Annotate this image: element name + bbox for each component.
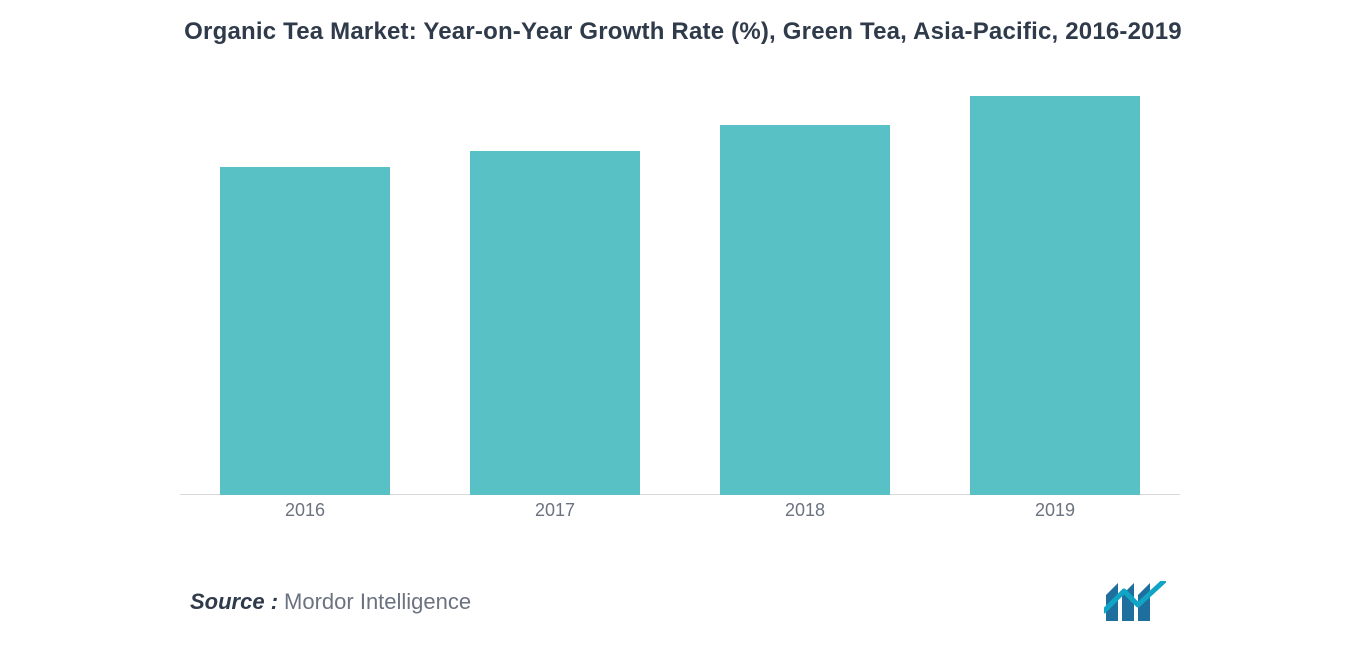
x-axis-label: 2018: [680, 500, 930, 521]
bar-slot: [930, 96, 1180, 495]
bar-slot: [680, 125, 930, 495]
bar-slot: [180, 167, 430, 495]
bar-2017: [470, 151, 640, 495]
mordor-logo-icon: [1104, 581, 1166, 621]
bar-slot: [430, 151, 680, 495]
bar-2019: [970, 96, 1140, 495]
chart-title: Organic Tea Market: Year-on-Year Growth …: [0, 18, 1366, 46]
x-axis-label: 2016: [180, 500, 430, 521]
bar-2016: [220, 167, 390, 495]
bar-2018: [720, 125, 890, 495]
x-axis-label: 2017: [430, 500, 680, 521]
source-line: Source : Mordor Intelligence: [190, 589, 471, 615]
chart-frame: Organic Tea Market: Year-on-Year Growth …: [0, 0, 1366, 655]
x-axis-label: 2019: [930, 500, 1180, 521]
x-axis-labels: 2016 2017 2018 2019: [180, 500, 1180, 521]
source-value: Mordor Intelligence: [284, 589, 471, 615]
source-label: Source :: [190, 589, 278, 615]
bars-container: [180, 75, 1180, 495]
plot-area: [180, 75, 1180, 495]
